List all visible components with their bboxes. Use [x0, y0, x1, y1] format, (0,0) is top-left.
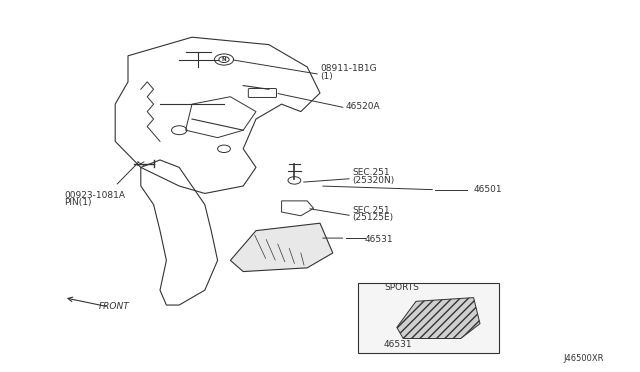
Text: FRONT: FRONT — [99, 302, 130, 311]
Text: 46531: 46531 — [384, 340, 413, 349]
Text: (25320N): (25320N) — [352, 176, 394, 185]
Text: 46531: 46531 — [365, 235, 394, 244]
Polygon shape — [397, 298, 480, 339]
Text: PIN(1): PIN(1) — [64, 198, 92, 207]
Text: SEC.251: SEC.251 — [352, 169, 390, 177]
Text: 00923-1081A: 00923-1081A — [64, 191, 125, 200]
Text: SPORTS: SPORTS — [384, 283, 419, 292]
Text: SEC.251: SEC.251 — [352, 206, 390, 215]
Text: 08911-1B1G: 08911-1B1G — [320, 64, 376, 73]
Text: 46501: 46501 — [474, 185, 502, 194]
Text: (1): (1) — [320, 72, 333, 81]
Text: J46500XR: J46500XR — [563, 354, 604, 363]
Text: 46520A: 46520A — [346, 102, 380, 110]
Polygon shape — [230, 223, 333, 272]
FancyBboxPatch shape — [358, 283, 499, 353]
Text: N: N — [221, 57, 227, 62]
Text: (25125E): (25125E) — [352, 213, 393, 222]
